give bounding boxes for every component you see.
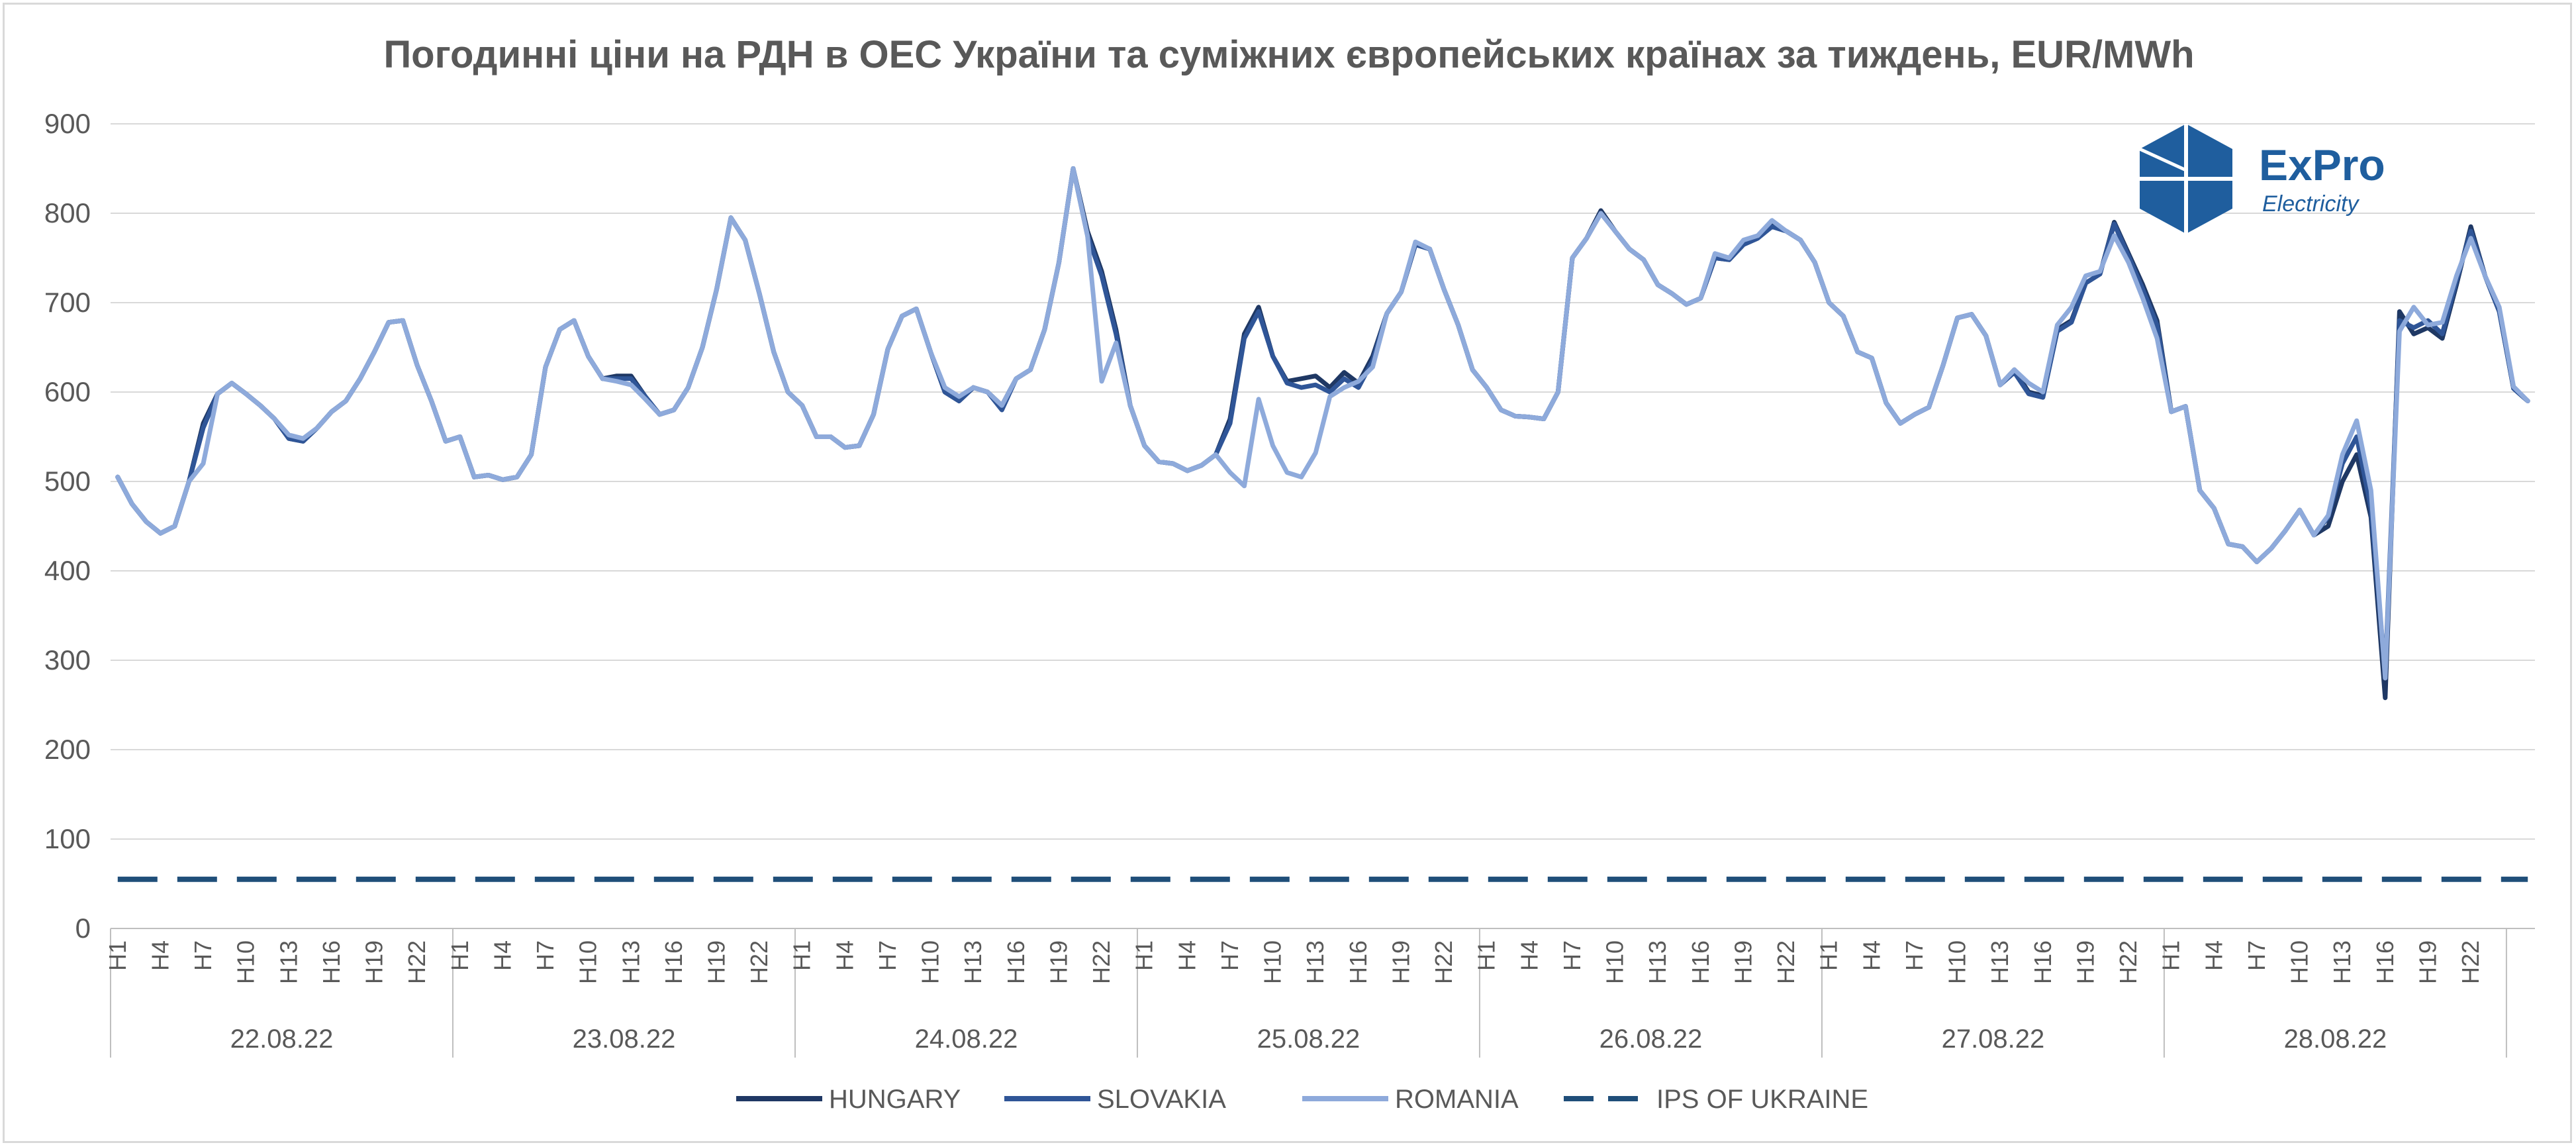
y-tick-label: 600 xyxy=(44,376,91,407)
x-tick-label: H1 xyxy=(1131,940,1158,971)
x-tick-label: H13 xyxy=(617,940,644,984)
day-label: 26.08.22 xyxy=(1599,1024,1703,1054)
x-tick-label: H16 xyxy=(2029,940,2056,984)
legend: HUNGARY SLOVAKIA ROMANIA IPS OF UKRAINE xyxy=(736,1085,1868,1114)
x-tick-label: H4 xyxy=(831,940,858,971)
x-tick-label: H19 xyxy=(1729,940,1756,984)
series-line-romania xyxy=(115,166,2530,681)
legend-label: ROMANIA xyxy=(1395,1085,1519,1114)
x-tick-label: H7 xyxy=(1216,940,1243,971)
day-label: 27.08.22 xyxy=(1942,1024,2045,1054)
x-tick-label: H4 xyxy=(1173,940,1200,971)
y-tick-label: 900 xyxy=(44,108,91,139)
x-tick-label: H16 xyxy=(318,940,345,984)
grid-layer xyxy=(111,123,2535,929)
day-label: 24.08.22 xyxy=(915,1024,1018,1054)
x-tick-label: H7 xyxy=(2243,940,2270,971)
axis-layer: 0 100 200 300 400 500 600 700 800 900 22.08.22 23.0… xyxy=(44,108,2535,1058)
day-label: 23.08.22 xyxy=(573,1024,676,1054)
x-tick-label: H10 xyxy=(1601,940,1629,984)
expro-logo: ExPro Electricity xyxy=(2138,124,2385,234)
x-tick-label: H22 xyxy=(1430,940,1457,984)
x-tick-label: H13 xyxy=(2328,940,2356,984)
x-tick-label: H10 xyxy=(575,940,602,984)
y-tick-label: 200 xyxy=(44,734,91,765)
x-tick-label: H7 xyxy=(1558,940,1586,971)
y-tick-label: 400 xyxy=(44,555,91,586)
x-tick-label: H10 xyxy=(917,940,944,984)
y-tick-label: 500 xyxy=(44,466,91,497)
x-tick-label: H22 xyxy=(1088,940,1115,984)
x-tick-label: H19 xyxy=(361,940,388,984)
y-tick-label: 800 xyxy=(44,197,91,228)
x-tick-label: H22 xyxy=(745,940,773,984)
x-tick-label: H19 xyxy=(2072,940,2099,984)
y-tick-label: 700 xyxy=(44,287,91,318)
logo-sub: Electricity xyxy=(2262,191,2360,217)
legend-label: HUNGARY xyxy=(829,1085,961,1114)
day-label: 28.08.22 xyxy=(2284,1024,2387,1054)
x-tick-label: H22 xyxy=(2457,940,2484,984)
x-tick-label: H7 xyxy=(532,940,559,971)
x-tick-label: H4 xyxy=(489,940,516,971)
x-tick-label: H10 xyxy=(232,940,260,984)
x-tick-label: H10 xyxy=(1944,940,1971,984)
x-tick-label: H16 xyxy=(1687,940,1714,984)
x-tick-label: H19 xyxy=(1045,940,1072,984)
x-tick-label: H1 xyxy=(446,940,473,971)
y-tick-label: 300 xyxy=(44,644,91,675)
x-tick-label: H13 xyxy=(1302,940,1329,984)
chart-svg: Погодинні ціни на РДН в ОЕС України та с… xyxy=(44,33,2535,1114)
x-tick-label: H13 xyxy=(1986,940,2013,984)
x-tick-label: H4 xyxy=(1858,940,1885,971)
x-tick-label: H4 xyxy=(2200,940,2227,971)
x-tick-label: H4 xyxy=(146,940,173,971)
x-tick-label: H16 xyxy=(1345,940,1372,984)
x-tick-label: H16 xyxy=(660,940,687,984)
x-tick-label: H1 xyxy=(2158,940,2185,971)
x-tick-label: H4 xyxy=(1515,940,1543,971)
legend-label: SLOVAKIA xyxy=(1097,1085,1226,1114)
x-tick-label: H1 xyxy=(1473,940,1500,971)
chart-title: Погодинні ціни на РДН в ОЕС України та с… xyxy=(383,33,2194,76)
y-tick-label: 100 xyxy=(44,823,91,854)
x-tick-label: H22 xyxy=(1772,940,1799,984)
x-tick-label: H10 xyxy=(2286,940,2313,984)
logo-name: ExPro xyxy=(2259,140,2385,189)
x-tick-label: H19 xyxy=(703,940,730,984)
x-tick-label: H16 xyxy=(1002,940,1029,984)
day-label: 25.08.22 xyxy=(1257,1024,1360,1054)
y-tick-label: 0 xyxy=(75,913,91,944)
x-tick-label: H7 xyxy=(189,940,216,971)
x-tick-label: H1 xyxy=(788,940,816,971)
x-tick-label: H22 xyxy=(403,940,430,984)
x-tick-label: H22 xyxy=(2115,940,2142,984)
x-tick-label: H7 xyxy=(1901,940,1928,971)
x-tick-label: H13 xyxy=(1644,940,1671,984)
x-tick-label: H19 xyxy=(1387,940,1414,984)
x-tick-label: H1 xyxy=(1815,940,1842,971)
x-tick-label: H19 xyxy=(2414,940,2441,984)
day-label: 22.08.22 xyxy=(230,1024,334,1054)
x-tick-label: H10 xyxy=(1259,940,1286,984)
x-tick-label: H16 xyxy=(2371,940,2399,984)
legend-label: IPS OF UKRAINE xyxy=(1656,1085,1868,1114)
x-tick-label: H13 xyxy=(959,940,986,984)
x-tick-label: H7 xyxy=(874,940,901,971)
x-tick-label: H13 xyxy=(275,940,302,984)
series-layer xyxy=(115,166,2530,882)
x-tick-label: H1 xyxy=(104,940,131,971)
chart-frame: Погодинні ціни на РДН в ОЕС України та с… xyxy=(3,3,2572,1143)
